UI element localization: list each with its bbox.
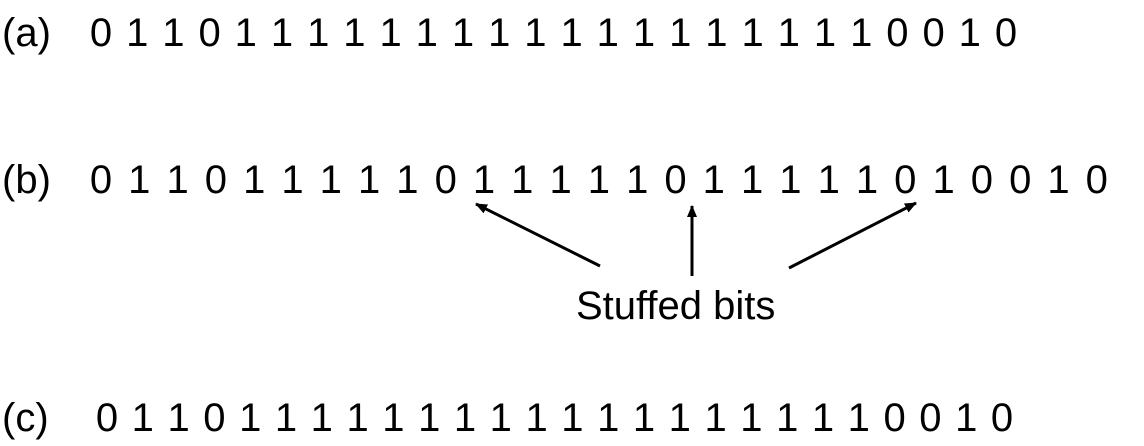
- bit: 1: [704, 396, 727, 440]
- bit: 1: [472, 158, 496, 202]
- row-label: (b): [2, 158, 51, 202]
- bit: 1: [777, 11, 800, 55]
- bit: 1: [549, 158, 572, 202]
- bit: 1: [451, 11, 475, 55]
- bit: 1: [488, 11, 511, 55]
- bit: 0: [990, 396, 1014, 440]
- stuffed-bit: 0: [664, 158, 687, 202]
- bit: 1: [779, 158, 802, 202]
- bit: 1: [357, 158, 381, 202]
- bit: 1: [524, 11, 547, 55]
- bit: 1: [379, 11, 402, 55]
- bit: 1: [740, 396, 763, 440]
- bit: 1: [597, 396, 620, 440]
- bit: 1: [319, 158, 342, 202]
- stuffed-bit: 0: [894, 158, 917, 202]
- stuffed-bit: 0: [434, 158, 457, 202]
- row-label: (c): [2, 396, 49, 440]
- bit: 1: [702, 158, 725, 202]
- bit: 0: [886, 11, 909, 55]
- bit: 1: [489, 396, 512, 440]
- bit: 1: [346, 396, 369, 440]
- bit: 0: [994, 11, 1018, 55]
- bit: 0: [203, 396, 226, 440]
- bit: 1: [561, 396, 584, 440]
- bit: 1: [811, 396, 835, 440]
- bit: 1: [596, 11, 619, 55]
- bit: 1: [382, 396, 405, 440]
- bit: 0: [970, 158, 994, 202]
- bit: 1: [669, 11, 692, 55]
- bit: 1: [343, 11, 366, 55]
- bit: 1: [813, 11, 837, 55]
- bit: 1: [234, 11, 257, 55]
- bit: 1: [932, 158, 955, 202]
- bit: 1: [776, 396, 799, 440]
- bit: 0: [1085, 158, 1108, 202]
- bit: 1: [626, 158, 649, 202]
- bit: 1: [167, 396, 190, 440]
- bit: 0: [95, 396, 119, 440]
- bit: 1: [847, 396, 870, 440]
- bit: 1: [281, 158, 304, 202]
- bit: 0: [89, 158, 113, 202]
- bit: 1: [850, 11, 873, 55]
- arrow-line: [788, 201, 917, 270]
- bit: 1: [310, 396, 333, 440]
- bit: 1: [274, 396, 298, 440]
- bit: 1: [415, 11, 438, 55]
- bit: 1: [705, 11, 728, 55]
- bit: 0: [1009, 158, 1032, 202]
- bit: 1: [632, 396, 656, 440]
- stuffed-bits-caption: Stuffed bits: [576, 284, 776, 328]
- bit: 1: [126, 11, 149, 55]
- bit: 1: [855, 158, 879, 202]
- bit: 1: [525, 396, 548, 440]
- bit: 1: [270, 11, 294, 55]
- bit: 1: [632, 11, 656, 55]
- bit: 1: [162, 11, 185, 55]
- bit: 1: [418, 396, 441, 440]
- bit: 0: [883, 396, 906, 440]
- bit: 1: [817, 158, 840, 202]
- bit: 1: [128, 158, 151, 202]
- bit: 1: [166, 158, 189, 202]
- bit: 0: [204, 158, 228, 202]
- bit: 1: [958, 11, 981, 55]
- bit: 1: [243, 158, 266, 202]
- bit: 1: [453, 396, 477, 440]
- bit: 1: [131, 396, 154, 440]
- bit: 1: [955, 396, 978, 440]
- bit: 0: [919, 396, 942, 440]
- bit: 1: [511, 158, 534, 202]
- bit: 0: [198, 11, 221, 55]
- arrow-line: [475, 202, 601, 268]
- bit: 1: [668, 396, 691, 440]
- bit: 1: [239, 396, 262, 440]
- row-label: (a): [2, 11, 51, 55]
- bit: 0: [922, 11, 945, 55]
- bit: 1: [560, 11, 583, 55]
- bit: 1: [396, 158, 419, 202]
- bit: 1: [741, 11, 764, 55]
- bit: 1: [740, 158, 764, 202]
- bit: 1: [1047, 158, 1070, 202]
- bit: 1: [587, 158, 611, 202]
- bit: 0: [89, 11, 113, 55]
- bit: 1: [307, 11, 330, 55]
